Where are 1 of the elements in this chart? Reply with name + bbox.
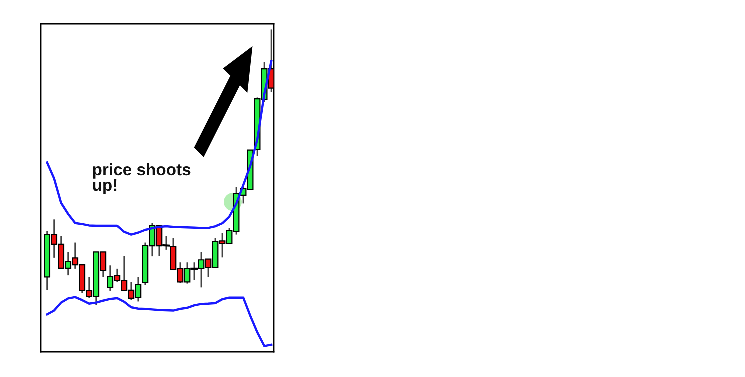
annotation: price shoots up! — [93, 163, 191, 194]
